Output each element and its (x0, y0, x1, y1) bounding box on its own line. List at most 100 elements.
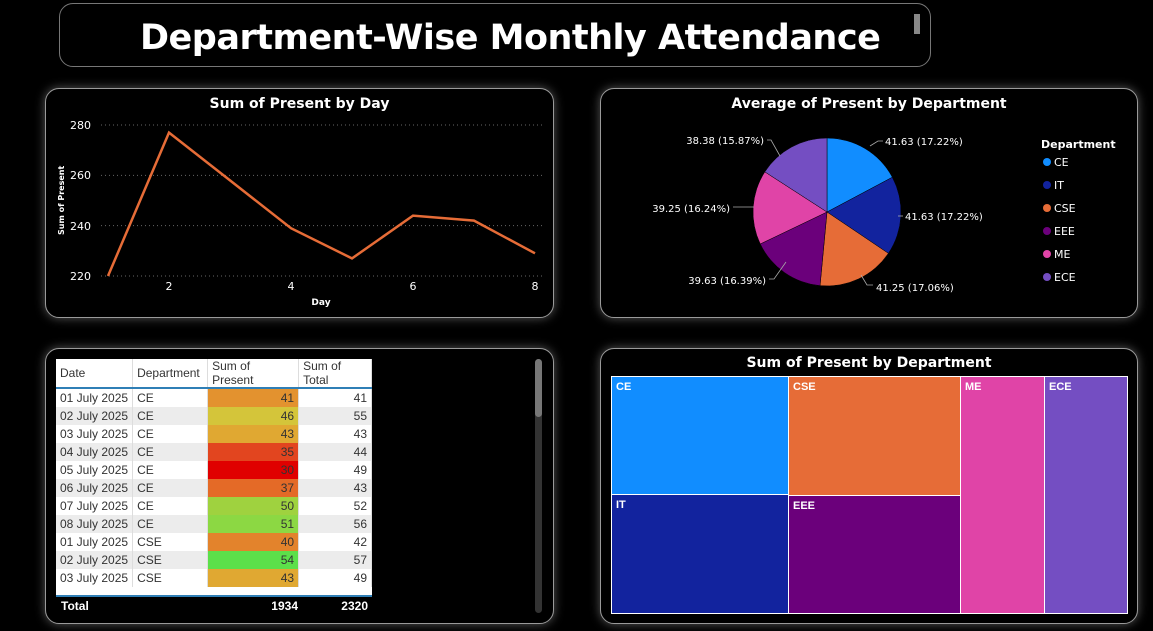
treemap-panel: Sum of Present by Department CE CSE ME E… (600, 348, 1138, 624)
cell-date: 06 July 2025 (56, 479, 134, 497)
pie-data-label: 41.63 (17.22%) (905, 212, 983, 223)
cell-department: CE (132, 388, 209, 407)
cell-department: CSE (132, 533, 209, 551)
pie-slice-ece[interactable] (764, 137, 828, 213)
treemap-tile-ece[interactable]: ECE (1044, 376, 1128, 614)
cell-total: 55 (298, 407, 372, 425)
total-total: 2320 (341, 599, 368, 613)
cell-date: 02 July 2025 (56, 551, 134, 569)
cell-total: 43 (298, 479, 372, 497)
cell-total: 49 (298, 461, 372, 479)
treemap-tile-ce[interactable]: CE (611, 376, 789, 495)
cell-department: CSE (132, 569, 209, 587)
cell-present: 40 (207, 533, 300, 551)
legend-item-it[interactable]: IT (1043, 179, 1064, 192)
pie-data-label: 41.63 (17.22%) (885, 137, 963, 148)
cell-total: 44 (298, 443, 372, 461)
y-tick: 280 (70, 119, 91, 132)
table-row[interactable]: 03 July 2025 CSE 43 49 (56, 569, 372, 587)
cell-date: 03 July 2025 (56, 425, 134, 443)
cell-total: 42 (298, 533, 372, 551)
table-row[interactable]: 07 July 2025 CE 50 52 (56, 497, 372, 515)
table-total-row: Total 1934 2320 (56, 595, 372, 615)
cell-total: 56 (298, 515, 372, 533)
legend-item-me[interactable]: ME (1043, 248, 1070, 261)
table-row[interactable]: 04 July 2025 CE 35 44 (56, 443, 372, 461)
cell-present: 51 (207, 515, 300, 533)
cell-department: CE (132, 479, 209, 497)
cell-present: 46 (207, 407, 300, 425)
legend-marker (1043, 181, 1051, 189)
leader-line (769, 261, 787, 280)
line-chart-panel: Sum of Present by Day 280 260 240 220 2 … (45, 88, 554, 318)
table-row[interactable]: 01 July 2025 CE 41 41 (56, 388, 372, 407)
legend-item-eee[interactable]: EEE (1043, 225, 1075, 238)
table-row[interactable]: 06 July 2025 CE 37 43 (56, 479, 372, 497)
x-tick: 4 (288, 280, 295, 293)
column-header-sum-of-present[interactable]: Sum of Present (207, 359, 300, 389)
cell-present: 43 (207, 569, 300, 587)
tile-label: CSE (793, 381, 816, 393)
cell-date: 07 July 2025 (56, 497, 134, 515)
total-label: Total (61, 599, 89, 613)
cell-department: CE (132, 425, 209, 443)
pie-slice-eee[interactable] (759, 211, 828, 286)
table-row[interactable]: 02 July 2025 CSE 54 57 (56, 551, 372, 569)
cell-total: 49 (298, 569, 372, 587)
leader-line (767, 139, 781, 157)
scrollbar-thumb[interactable] (535, 359, 542, 417)
x-tick: 8 (532, 280, 539, 293)
cell-date: 03 July 2025 (56, 569, 134, 587)
pie-data-label: 39.25 (16.24%) (652, 204, 730, 215)
treemap-tile-it[interactable]: IT (611, 494, 789, 614)
cell-date: 08 July 2025 (56, 515, 134, 533)
legend-label: ME (1054, 248, 1070, 261)
cell-department: CE (132, 443, 209, 461)
page-title: Department-Wise Monthly Attendance (140, 18, 881, 58)
legend-label: ECE (1054, 271, 1076, 284)
cell-present: 54 (207, 551, 300, 569)
cell-present: 37 (207, 479, 300, 497)
cell-present: 30 (207, 461, 300, 479)
table-scrollbar[interactable] (535, 359, 542, 613)
legend-item-ce[interactable]: CE (1043, 156, 1069, 169)
legend-item-ece[interactable]: ECE (1043, 271, 1076, 284)
pie-data-label: 38.38 (15.87%) (686, 136, 764, 147)
pie-slice-ce[interactable] (826, 137, 893, 213)
legend-label: CE (1054, 156, 1069, 169)
legend-item-cse[interactable]: CSE (1043, 202, 1076, 215)
column-header-department[interactable]: Department (132, 359, 209, 389)
pie-chart-title: Average of Present by Department (731, 96, 1007, 112)
y-axis-label: Sum of Present (57, 166, 66, 235)
line-chart: 280 260 240 220 2 4 6 8 Day Sum of Prese… (57, 119, 543, 308)
series-line[interactable] (106, 130, 536, 277)
x-tick: 2 (166, 280, 173, 293)
y-tick: 260 (70, 169, 91, 182)
column-header-date[interactable]: Date (56, 359, 134, 389)
leader-line (860, 274, 873, 286)
treemap-tile-cse[interactable]: CSE (788, 376, 961, 496)
cell-date: 01 July 2025 (56, 388, 134, 407)
tile-label: CE (616, 381, 632, 393)
legend-marker (1043, 204, 1051, 212)
table-row[interactable]: 01 July 2025 CSE 40 42 (56, 533, 372, 551)
table-panel: Date Department Sum of Present Sum of To… (45, 348, 554, 624)
pie-chart-panel: Average of Present by Department 41.63 (… (600, 88, 1138, 318)
column-header-sum-of-total[interactable]: Sum of Total (298, 359, 372, 389)
cell-department: CE (132, 497, 209, 515)
table-row[interactable]: 03 July 2025 CE 43 43 (56, 425, 372, 443)
legend-marker (1043, 250, 1051, 258)
cell-present: 50 (207, 497, 300, 515)
table-row[interactable]: 08 July 2025 CE 51 56 (56, 515, 372, 533)
treemap-tile-me[interactable]: ME (960, 376, 1045, 614)
cell-date: 05 July 2025 (56, 461, 134, 479)
tile-label: EEE (793, 500, 816, 512)
title-scrollbar[interactable] (914, 14, 920, 34)
pie-slice-cse[interactable] (819, 211, 889, 287)
table-row[interactable]: 02 July 2025 CE 46 55 (56, 407, 372, 425)
leader-line (869, 140, 883, 147)
pie-chart: 41.63 (17.22%) 41.63 (17.22%) 41.25 (17.… (652, 136, 1115, 294)
treemap-tile-eee[interactable]: EEE (788, 495, 961, 614)
cell-total: 57 (298, 551, 372, 569)
table-row[interactable]: 05 July 2025 CE 30 49 (56, 461, 372, 479)
